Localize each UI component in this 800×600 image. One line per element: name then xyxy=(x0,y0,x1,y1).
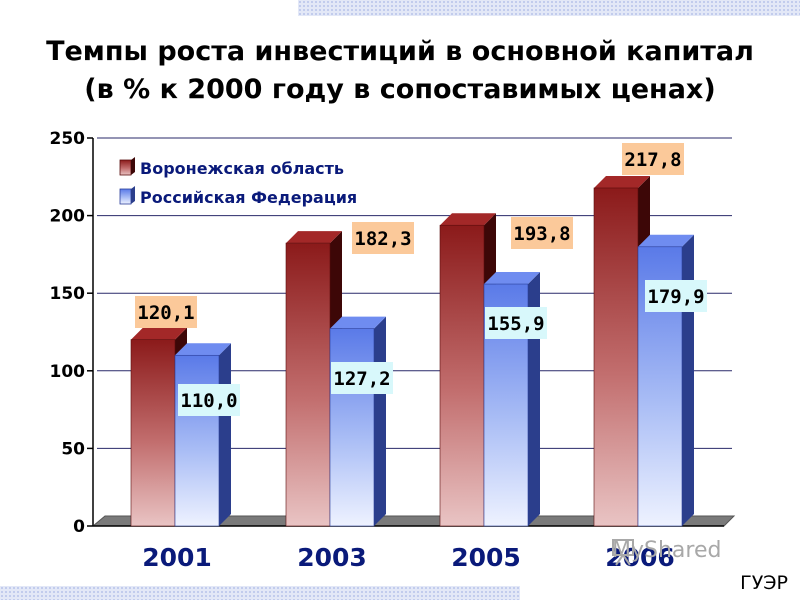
bar-russia-2001 xyxy=(174,343,231,527)
data-label-voronezh-2006: 217,8 xyxy=(622,143,684,175)
data-label-russia-2006: 179,9 xyxy=(645,280,707,312)
y-tick-label-150: 150 xyxy=(50,284,86,304)
svg-text:155,9: 155,9 xyxy=(487,313,544,335)
decorative-dots-bottom xyxy=(0,586,520,600)
svg-text:217,8: 217,8 xyxy=(624,149,681,171)
bar-russia-2003 xyxy=(329,316,386,527)
y-tick-label-250: 250 xyxy=(50,129,86,149)
y-tick-label-0: 0 xyxy=(73,517,85,537)
data-label-russia-2003: 127,2 xyxy=(331,362,393,394)
bar-russia-2006 xyxy=(637,234,694,527)
legend-item-voronezh: Воронежская область xyxy=(119,157,344,178)
svg-text:110,0: 110,0 xyxy=(180,390,237,412)
x-tick-label-2003: 2003 xyxy=(297,543,367,572)
decorative-dots-top xyxy=(298,0,800,16)
svg-text:Российская Федерация: Российская Федерация xyxy=(140,188,357,207)
footer-label: ГУЭР xyxy=(740,572,788,594)
svg-text:193,8: 193,8 xyxy=(513,223,570,245)
svg-text:120,1: 120,1 xyxy=(137,302,194,324)
y-tick-label-200: 200 xyxy=(50,207,86,227)
data-label-russia-2001: 110,0 xyxy=(178,384,240,416)
x-tick-label-2006: 2006 xyxy=(605,543,675,572)
data-label-voronezh-2001: 120,1 xyxy=(135,296,197,328)
y-tick-label-50: 50 xyxy=(61,439,85,459)
data-label-voronezh-2003: 182,3 xyxy=(352,222,414,254)
watermark-text: MyShared xyxy=(612,538,722,563)
svg-text:Воронежская область: Воронежская область xyxy=(140,159,344,178)
svg-text:127,2: 127,2 xyxy=(333,368,390,390)
svg-text:182,3: 182,3 xyxy=(354,228,411,250)
x-tick-label-2001: 2001 xyxy=(142,543,212,572)
svg-text:179,9: 179,9 xyxy=(647,286,704,308)
chart-title-line-1: Темпы роста инвестиций в основной капита… xyxy=(46,36,754,67)
data-label-voronezh-2005: 193,8 xyxy=(511,217,573,249)
legend-item-russia: Российская Федерация xyxy=(119,186,357,207)
watermark-presentation-icon xyxy=(612,539,634,566)
y-tick-label-100: 100 xyxy=(50,362,86,382)
data-label-russia-2005: 155,9 xyxy=(485,307,547,339)
x-tick-label-2005: 2005 xyxy=(451,543,521,572)
chart-title-line-2: (в % к 2000 году в сопоставимых ценах) xyxy=(84,74,716,105)
